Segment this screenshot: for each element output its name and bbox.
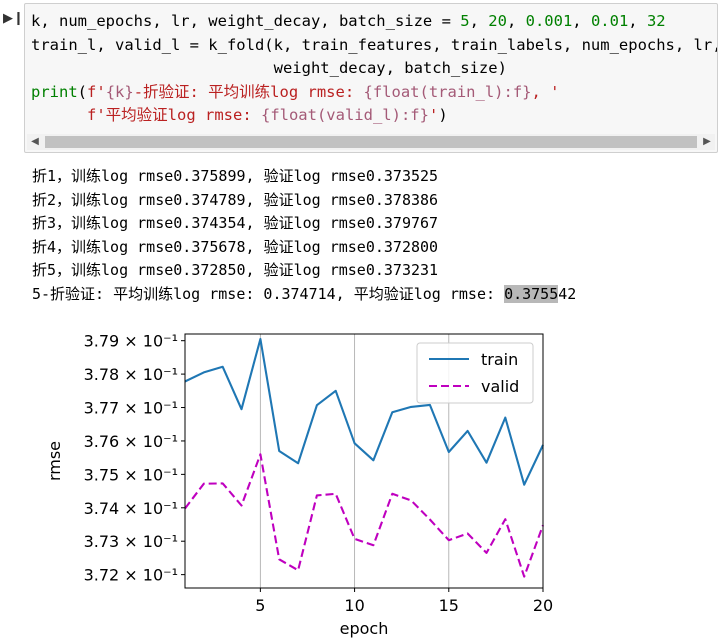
scrollbar-thumb[interactable]: [45, 136, 697, 148]
code-token: 5: [460, 12, 470, 30]
code-token: {k}: [105, 82, 134, 101]
train-series-line: [184, 337, 544, 486]
x-tick-label: 5: [255, 596, 265, 615]
y-tick-label: 3.75 × 10⁻¹: [84, 465, 178, 484]
y-tick-label: 3.79 × 10⁻¹: [84, 332, 178, 351]
output-line-2: 折2，训练log rmse0.374789, 验证log rmse0.37838…: [32, 190, 439, 209]
y-tick-label: 3.72 × 10⁻¹: [84, 566, 178, 585]
rmse-chart: 5 10 15 20 3.72 × 10⁻¹ 3.73 × 10⁻¹ 3.74 × 10⁻¹…: [45, 332, 553, 638]
code-token: f': [87, 82, 106, 101]
cell-output: 折1，训练log rmse0.375899, 验证log rmse0.37352…: [32, 165, 576, 307]
code-token: weight_decay, batch_size): [31, 59, 507, 77]
code-token: [31, 106, 87, 124]
code-token: ,: [628, 12, 647, 30]
x-tick-label: 20: [533, 596, 553, 615]
valid-series-line: [184, 453, 544, 578]
code-token: train_l, valid_l = k_fold(k, train_featu…: [31, 35, 718, 54]
x-axis-label: epoch: [340, 619, 389, 638]
x-tick-label: 10: [344, 596, 364, 615]
code-token: k, num_epochs, lr, weight_decay, batch_s…: [31, 12, 461, 30]
code-token: {float(train_l):f}: [363, 82, 532, 101]
code-token: ': [428, 106, 439, 124]
code-token: 0.01: [590, 12, 629, 30]
output-summary: 5-折验证: 平均训练log rmse: 0.374714, 平均验证log r…: [32, 284, 577, 303]
code-token: print: [31, 82, 78, 101]
horizontal-scrollbar[interactable]: ◀ ▶: [27, 134, 715, 150]
x-tick-label: 15: [439, 596, 459, 615]
y-axis-label: rmse: [45, 441, 64, 481]
code-token: (: [77, 82, 88, 101]
code-token: , ': [531, 82, 560, 101]
run-cell-icon[interactable]: ▶❙: [3, 11, 24, 26]
code-editor[interactable]: k, num_epochs, lr, weight_decay, batch_s…: [31, 10, 718, 128]
code-token: ,: [506, 12, 526, 30]
code-token: ,: [572, 12, 591, 30]
code-token: 0.001: [525, 12, 573, 30]
code-token: -折验证: 平均训练log rmse:: [133, 82, 364, 101]
scroll-left-icon[interactable]: ◀: [31, 136, 39, 147]
y-tick-label: 3.77 × 10⁻¹: [84, 399, 178, 418]
code-token: ,: [469, 12, 489, 30]
summary-text: 5-折验证: 平均训练log rmse: 0.374714, 平均验证log r…: [32, 284, 505, 303]
code-token: {float(valid_l):f}: [260, 106, 429, 124]
selected-text: 0.3755: [504, 284, 559, 303]
y-tick-label: 3.74 × 10⁻¹: [84, 499, 178, 518]
scroll-right-icon[interactable]: ▶: [703, 136, 711, 147]
code-token: f'平均验证log rmse:: [87, 106, 261, 124]
output-line-5: 折5，训练log rmse0.372850, 验证log rmse0.37323…: [32, 261, 439, 280]
y-tick-label: 3.76 × 10⁻¹: [84, 432, 178, 451]
code-token: ): [438, 106, 448, 124]
valid-legend-label: valid: [481, 377, 519, 396]
y-tick-label: 3.73 × 10⁻¹: [84, 532, 178, 551]
plot-frame: [184, 333, 544, 589]
output-line-4: 折4，训练log rmse0.375678, 验证log rmse0.37280…: [32, 237, 439, 256]
summary-rest: 42: [558, 284, 577, 303]
output-line-1: 折1，训练log rmse0.375899, 验证log rmse0.37352…: [32, 167, 439, 185]
code-cell[interactable]: k, num_epochs, lr, weight_decay, batch_s…: [24, 3, 718, 153]
train-legend-label: train: [481, 350, 518, 369]
y-tick-label: 3.78 × 10⁻¹: [84, 365, 178, 384]
code-token: 20: [488, 12, 507, 30]
code-token: 32: [646, 12, 666, 30]
output-line-3: 折3，训练log rmse0.374354, 验证log rmse0.37976…: [32, 214, 439, 233]
